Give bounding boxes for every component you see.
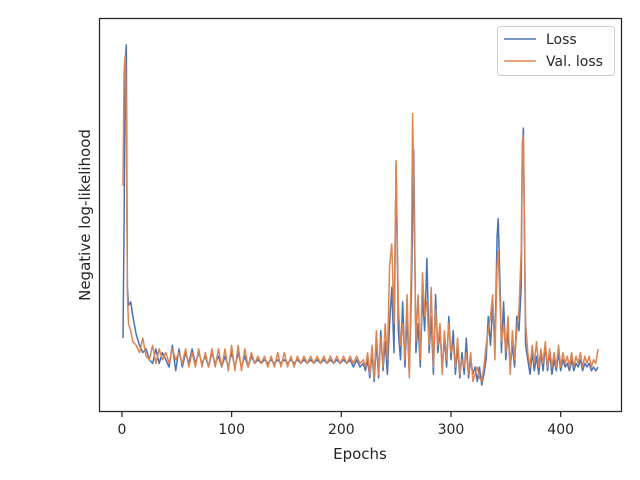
- legend-label-loss: Loss: [546, 32, 577, 48]
- series-line-val-loss: [122, 54, 599, 383]
- x-axis-label: Epochs: [333, 445, 387, 463]
- x-tick-label: 100: [218, 422, 245, 438]
- plot-frame: [98, 17, 623, 413]
- x-tick-label: 200: [328, 422, 355, 438]
- legend-label-val-loss: Val. loss: [546, 54, 603, 70]
- x-tick-label: 0: [117, 422, 126, 438]
- series-layer: [122, 44, 599, 386]
- y-axis-label: Negative log-likelihood: [76, 129, 94, 301]
- x-tick-label: 400: [547, 422, 574, 438]
- x-axis-ticks: 0 100 200 300 400: [117, 411, 574, 438]
- x-tick-label: 300: [438, 422, 465, 438]
- legend: Loss Val. loss: [497, 26, 615, 76]
